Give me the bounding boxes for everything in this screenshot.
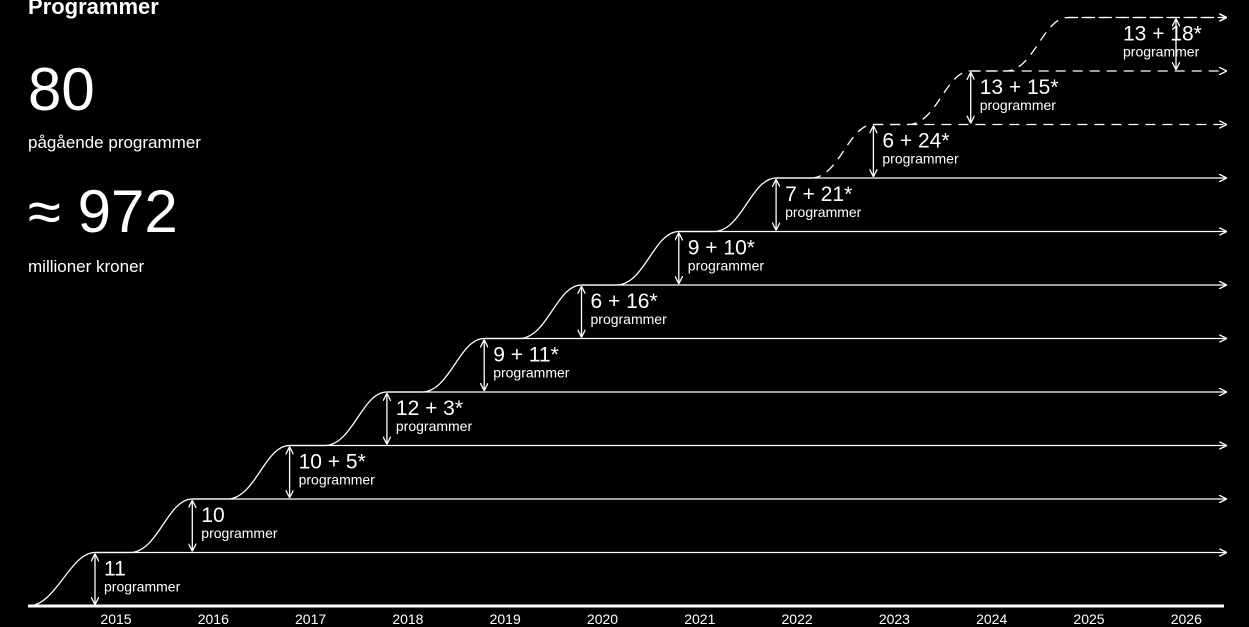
step-unit-2022: programmer [785, 204, 862, 220]
x-tick-2022: 2022 [782, 611, 813, 627]
step-unit-2021: programmer [688, 258, 765, 274]
x-tick-2026: 2026 [1171, 611, 1202, 627]
x-tick-2019: 2019 [490, 611, 521, 627]
step-unit-2017: programmer [299, 472, 376, 488]
step-label-2020: 6 + 16* [591, 290, 658, 313]
page-title: Programmer [28, 0, 159, 19]
step-unit-2015: programmer [104, 579, 181, 595]
step-label-2019: 9 + 11* [493, 344, 559, 367]
x-tick-2024: 2024 [976, 611, 1007, 627]
cumulative-curve [27, 177, 812, 607]
step-unit-2018: programmer [396, 418, 473, 434]
kpi-programs-value: 80 [28, 56, 95, 123]
x-tick-2020: 2020 [587, 611, 618, 627]
step-label-2016: 10 [201, 504, 224, 527]
x-tick-2023: 2023 [879, 611, 910, 627]
step-unit-2023: programmer [882, 151, 959, 167]
step-unit-2024: programmer [980, 97, 1057, 113]
kpi-budget-value: ≈ 972 [28, 178, 178, 245]
step-unit-2020: programmer [591, 311, 668, 327]
step-label-2024: 13 + 15* [980, 76, 1059, 99]
x-tick-2015: 2015 [100, 611, 131, 627]
kpi-budget-label: millioner kroner [28, 257, 145, 276]
projected-curve [811, 18, 1226, 179]
step-label-2015: 11 [104, 558, 126, 581]
step-label-2023: 6 + 24* [882, 130, 949, 153]
step-label-2018: 12 + 3* [396, 397, 463, 420]
x-tick-2025: 2025 [1073, 611, 1104, 627]
step-unit-2019: programmer [493, 365, 570, 381]
step-label-2021: 9 + 10* [688, 237, 755, 260]
x-tick-2018: 2018 [392, 611, 423, 627]
step-unit-2016: programmer [201, 525, 278, 541]
step-unit-2025: programmer [1123, 44, 1200, 60]
x-tick-2017: 2017 [295, 611, 326, 627]
x-tick-2016: 2016 [198, 611, 229, 627]
step-label-2025: 13 + 18* [1123, 23, 1202, 46]
step-label-2017: 10 + 5* [299, 451, 366, 474]
x-tick-2021: 2021 [684, 611, 715, 627]
step-label-2022: 7 + 21* [785, 183, 852, 206]
kpi-programs-label: pågående programmer [28, 133, 201, 152]
